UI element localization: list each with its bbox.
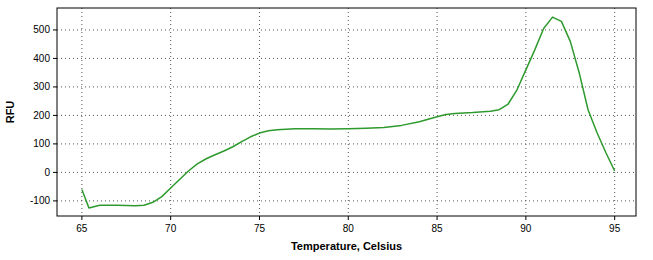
axes: 65 70 75 80 85 90 95 -100 0 100 200 300 400 500	[30, 8, 636, 234]
tick-mark	[81, 216, 82, 220]
tick-mark	[53, 143, 57, 144]
tick-label: 300	[33, 81, 50, 92]
grid-line	[437, 8, 438, 216]
tick-label: 85	[432, 223, 444, 234]
grid-line	[57, 86, 636, 87]
plot-frame	[57, 8, 636, 216]
x-axis-label: Temperature, Celsius	[291, 240, 402, 252]
tick-mark	[525, 216, 526, 220]
grid-line	[170, 8, 171, 216]
grid-line	[57, 200, 636, 201]
grid-line	[57, 172, 636, 173]
melt-curve	[82, 17, 615, 208]
tick-label: 0	[44, 167, 50, 178]
tick-mark	[259, 216, 260, 220]
grid-line	[57, 143, 636, 144]
tick-label: 200	[33, 110, 50, 121]
tick-label: 500	[33, 24, 50, 35]
y-axis-label: RFU	[4, 101, 16, 124]
grid-line	[348, 8, 349, 216]
tick-label: 70	[165, 223, 177, 234]
tick-mark	[53, 86, 57, 87]
tick-mark	[53, 200, 57, 201]
tick-label: 65	[76, 223, 88, 234]
grid-line	[57, 29, 636, 30]
grid-line	[614, 8, 615, 216]
grid-line	[259, 8, 260, 216]
tick-mark	[437, 216, 438, 220]
tick-mark	[170, 216, 171, 220]
tick-label: 100	[33, 138, 50, 149]
tick-mark	[348, 216, 349, 220]
tick-label: 90	[520, 223, 532, 234]
tick-label: 400	[33, 53, 50, 64]
tick-label: -100	[30, 195, 50, 206]
tick-label: 80	[343, 223, 355, 234]
plot-data	[82, 17, 615, 208]
grid-line	[525, 8, 526, 216]
tick-label: 75	[254, 223, 266, 234]
grid-line	[57, 58, 636, 59]
grid	[57, 8, 636, 216]
grid-line	[81, 8, 82, 216]
tick-mark	[53, 29, 57, 30]
tick-mark	[53, 115, 57, 116]
grid-line	[57, 115, 636, 116]
tick-label: 95	[609, 223, 621, 234]
tick-mark	[53, 58, 57, 59]
tick-mark	[614, 216, 615, 220]
chart: 65 70 75 80 85 90 95 -100 0 100 200 300 400 500 Temper…	[0, 0, 653, 260]
tick-mark	[53, 172, 57, 173]
